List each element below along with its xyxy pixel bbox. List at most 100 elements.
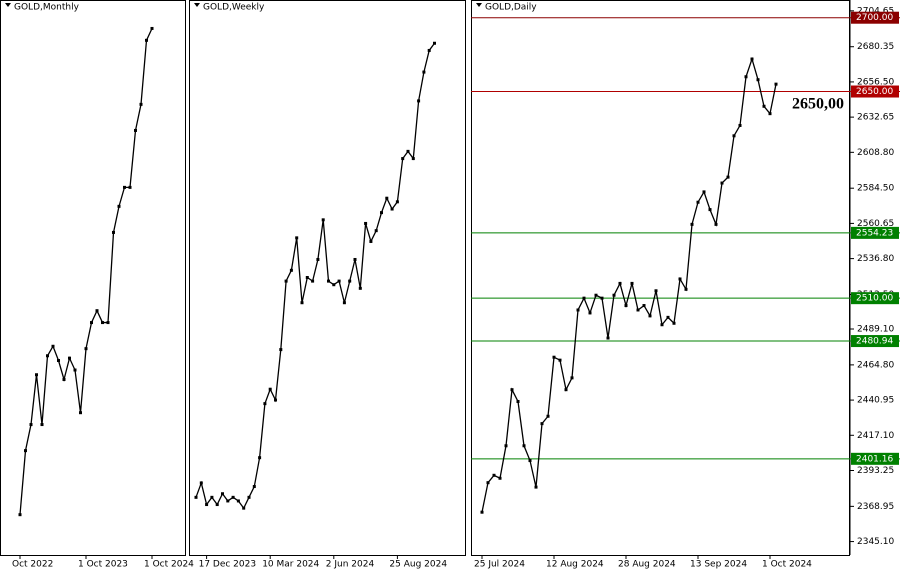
x-tick-label: 1 Oct 2024 — [762, 560, 812, 570]
close-mark — [636, 308, 640, 312]
title-arrow — [194, 3, 200, 7]
panel-title: GOLD,Daily — [485, 3, 537, 13]
close-mark — [221, 492, 224, 496]
close-mark — [194, 495, 198, 499]
close-mark — [101, 321, 104, 325]
close-mark — [327, 279, 330, 283]
close-mark — [374, 229, 378, 233]
close-mark — [342, 301, 346, 305]
close-mark — [123, 185, 126, 189]
close-mark — [268, 387, 272, 391]
close-mark — [395, 200, 399, 204]
close-mark — [95, 309, 99, 313]
y-tick-label: 2608.80 — [857, 148, 894, 158]
close-mark — [263, 402, 267, 406]
close-mark — [642, 304, 646, 308]
title-arrow — [476, 3, 482, 7]
close-mark — [150, 26, 154, 30]
y-tick-label: 2632.65 — [857, 113, 894, 123]
close-mark — [226, 499, 230, 503]
close-mark — [106, 321, 110, 325]
close-mark — [427, 48, 431, 52]
level-label-box — [851, 226, 899, 239]
close-mark — [714, 222, 718, 226]
close-mark — [666, 315, 670, 319]
close-mark — [582, 296, 586, 300]
close-mark — [385, 196, 389, 200]
close-mark — [311, 279, 315, 283]
level-label-box — [851, 292, 899, 305]
level-label: 2510.00 — [856, 294, 893, 304]
close-mark — [678, 277, 682, 281]
close-mark — [540, 422, 544, 426]
y-tick-label: 2345.10 — [857, 537, 894, 547]
level-label-box — [851, 11, 899, 24]
close-mark — [316, 257, 320, 261]
close-mark — [369, 239, 373, 243]
x-tick-label: 25 Aug 2024 — [389, 560, 447, 570]
close-mark — [720, 181, 724, 185]
close-mark — [62, 377, 66, 381]
close-mark — [139, 102, 143, 106]
close-mark — [242, 506, 246, 510]
close-mark — [205, 503, 209, 507]
panel-title: GOLD,Monthly — [14, 3, 80, 13]
close-mark — [702, 190, 706, 194]
x-tick-label: 13 Sep 2024 — [690, 560, 747, 570]
title-arrow — [5, 3, 11, 7]
close-mark — [258, 456, 262, 460]
close-mark — [696, 200, 700, 204]
level-label-box — [851, 85, 899, 98]
close-mark — [390, 207, 394, 211]
close-mark — [84, 347, 88, 351]
close-mark — [117, 204, 121, 208]
close-mark — [364, 221, 368, 225]
close-mark — [73, 368, 77, 372]
close-mark — [295, 236, 299, 240]
x-tick-label: 1 Oct 2023 — [78, 560, 128, 570]
close-mark — [289, 268, 293, 272]
y-tick-label: 2464.80 — [857, 360, 894, 370]
close-mark — [321, 218, 325, 222]
close-mark — [534, 485, 538, 489]
close-mark — [274, 398, 277, 402]
x-tick-label: 25 Jul 2024 — [474, 560, 525, 570]
close-mark — [40, 423, 44, 427]
close-mark — [762, 104, 766, 108]
close-mark — [774, 82, 778, 86]
close-mark — [744, 75, 748, 79]
close-mark — [504, 444, 508, 448]
y-tick-label: 2560.65 — [857, 219, 894, 229]
close-mark — [236, 499, 240, 503]
close-mark — [134, 128, 137, 132]
close-mark — [300, 301, 304, 305]
close-mark — [576, 308, 580, 312]
close-mark — [24, 449, 27, 453]
close-mark — [417, 99, 421, 103]
close-mark — [18, 513, 22, 517]
close-mark — [247, 495, 251, 499]
price-line — [195, 42, 436, 510]
close-mark — [618, 281, 622, 285]
close-mark — [35, 373, 38, 377]
close-mark — [672, 321, 676, 325]
close-mark — [630, 281, 634, 285]
panel-frame — [0, 0, 186, 556]
close-mark — [79, 411, 82, 415]
close-mark — [612, 293, 616, 297]
close-mark — [358, 286, 362, 290]
close-mark — [510, 388, 514, 392]
level-label: 2700.00 — [856, 13, 893, 23]
close-mark — [486, 481, 490, 485]
close-mark — [600, 296, 604, 300]
close-mark — [348, 279, 352, 283]
x-tick-label: 12 Aug 2024 — [546, 560, 604, 570]
close-mark — [128, 185, 132, 189]
close-mark — [570, 376, 574, 380]
y-tick-label: 2704.65 — [857, 6, 894, 16]
close-mark — [68, 356, 71, 360]
close-mark — [558, 358, 562, 362]
close-mark — [732, 134, 736, 138]
